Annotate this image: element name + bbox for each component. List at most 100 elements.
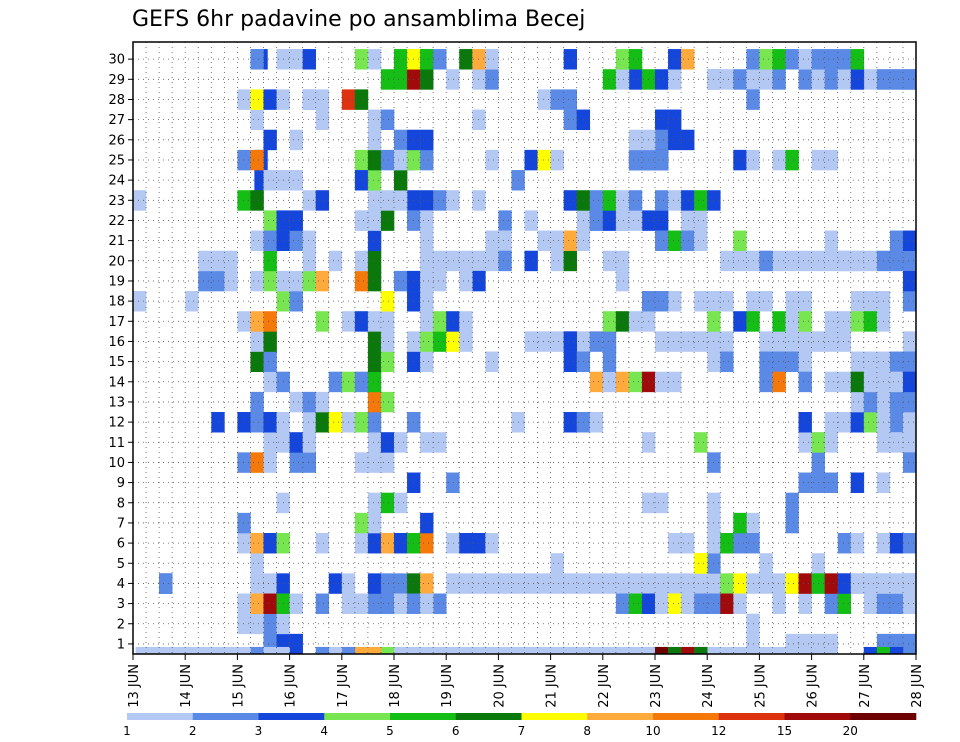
- heatmap-cell: [485, 49, 499, 70]
- y-tick-label: 16: [108, 335, 125, 350]
- heatmap-cell: [902, 331, 917, 352]
- y-tick-label: 26: [108, 133, 125, 148]
- heatmap-cell: [720, 291, 734, 312]
- heatmap-cell: [198, 250, 212, 272]
- heatmap-cell: [850, 472, 865, 493]
- heatmap-cell: [250, 149, 264, 171]
- heatmap-cell: [615, 371, 630, 393]
- heatmap-cell: [628, 49, 643, 70]
- heatmap-cell: [433, 331, 447, 352]
- heatmap-cell: [237, 412, 251, 433]
- heatmap-cell: [824, 311, 838, 332]
- colorbar-label: 15: [777, 724, 792, 738]
- x-tick-label: 19 JUN: [440, 664, 455, 708]
- heatmap-cell: [302, 49, 316, 70]
- y-tick-label: 7: [117, 516, 125, 531]
- heatmap-cell: [902, 593, 917, 614]
- colorbar-swatch: [587, 713, 654, 720]
- heatmap-cell: [850, 49, 865, 70]
- heatmap-cell: [733, 646, 747, 655]
- heatmap-cell: [563, 351, 577, 372]
- colorbar-swatch: [784, 713, 851, 720]
- heatmap-cell: [628, 646, 643, 655]
- heatmap-cell: [694, 210, 708, 231]
- heatmap-cell: [394, 49, 408, 70]
- heatmap-cell: [628, 371, 643, 393]
- heatmap-cells: [133, 49, 917, 655]
- heatmap-cell: [224, 250, 238, 272]
- heatmap-cell: [850, 412, 865, 433]
- heatmap-cell: [615, 593, 630, 614]
- heatmap-cell: [850, 250, 865, 272]
- heatmap-cell: [798, 472, 812, 493]
- heatmap-cell: [681, 533, 695, 554]
- heatmap-cell: [250, 593, 264, 614]
- heatmap-cell: [394, 533, 408, 554]
- y-tick-label: 11: [108, 436, 125, 451]
- colorbar-swatch: [127, 713, 194, 720]
- heatmap-cell: [863, 391, 878, 413]
- heatmap-cell: [485, 646, 499, 655]
- y-tick-label: 1: [117, 637, 125, 652]
- heatmap-cell: [394, 646, 408, 655]
- heatmap-cell: [850, 391, 865, 413]
- grid-lines: [133, 42, 916, 654]
- heatmap-cell: [759, 371, 773, 393]
- heatmap-cell: [250, 109, 264, 131]
- heatmap-cell: [681, 129, 695, 151]
- heatmap-cell: [694, 573, 708, 594]
- heatmap-cell: [798, 412, 812, 433]
- heatmap-cell: [589, 190, 604, 211]
- x-tick-label: 14 JUN: [179, 664, 194, 708]
- heatmap-cell: [498, 646, 512, 655]
- heatmap-cell: [380, 149, 395, 171]
- heatmap-cell: [250, 573, 264, 594]
- heatmap-cell: [628, 311, 643, 332]
- heatmap-cell: [720, 250, 734, 272]
- x-tick-label: 20 JUN: [492, 664, 507, 708]
- heatmap-cell: [420, 512, 434, 534]
- heatmap-cell: [237, 593, 251, 614]
- heatmap-cell: [394, 573, 408, 594]
- heatmap-cell: [720, 351, 734, 372]
- heatmap-cell: [420, 432, 434, 453]
- heatmap-cell: [524, 573, 538, 594]
- heatmap-cell: [837, 49, 852, 70]
- heatmap-cell: [615, 270, 630, 292]
- heatmap-cell: [380, 351, 395, 372]
- heatmap-cell: [198, 646, 212, 655]
- heatmap-cell: [902, 351, 917, 372]
- colorbar-label: 10: [645, 724, 660, 738]
- heatmap-cell: [563, 646, 577, 655]
- heatmap-cell: [367, 593, 382, 614]
- heatmap-cell: [263, 89, 277, 110]
- heatmap-cell: [380, 533, 395, 554]
- heatmap-cell: [446, 646, 460, 655]
- heatmap-cell: [759, 331, 773, 352]
- heatmap-cell: [367, 351, 382, 372]
- heatmap-cell: [302, 452, 316, 473]
- colorbar-label: 4: [320, 724, 328, 738]
- heatmap-cell: [263, 371, 277, 393]
- heatmap-cell: [589, 371, 604, 393]
- heatmap-cell: [655, 573, 669, 594]
- heatmap-cell: [837, 593, 852, 614]
- heatmap-cell: [394, 129, 408, 151]
- heatmap-cell: [524, 646, 538, 655]
- heatmap-cell: [563, 49, 577, 70]
- heatmap-cell: [135, 646, 149, 655]
- heatmap-cell: [367, 210, 382, 231]
- heatmap-cell: [354, 270, 369, 292]
- heatmap-cell: [315, 412, 330, 433]
- heatmap-cell: [850, 533, 865, 554]
- heatmap-cell: [420, 573, 434, 594]
- heatmap-cell: [824, 149, 838, 171]
- x-tick-label: 26 JUN: [806, 664, 821, 708]
- heatmap-cell: [250, 613, 264, 635]
- y-tick-label: 17: [108, 315, 125, 330]
- heatmap-cell: [824, 472, 838, 493]
- heatmap-cell: [563, 331, 577, 352]
- heatmap-cell: [420, 69, 434, 90]
- heatmap-cell: [681, 593, 695, 614]
